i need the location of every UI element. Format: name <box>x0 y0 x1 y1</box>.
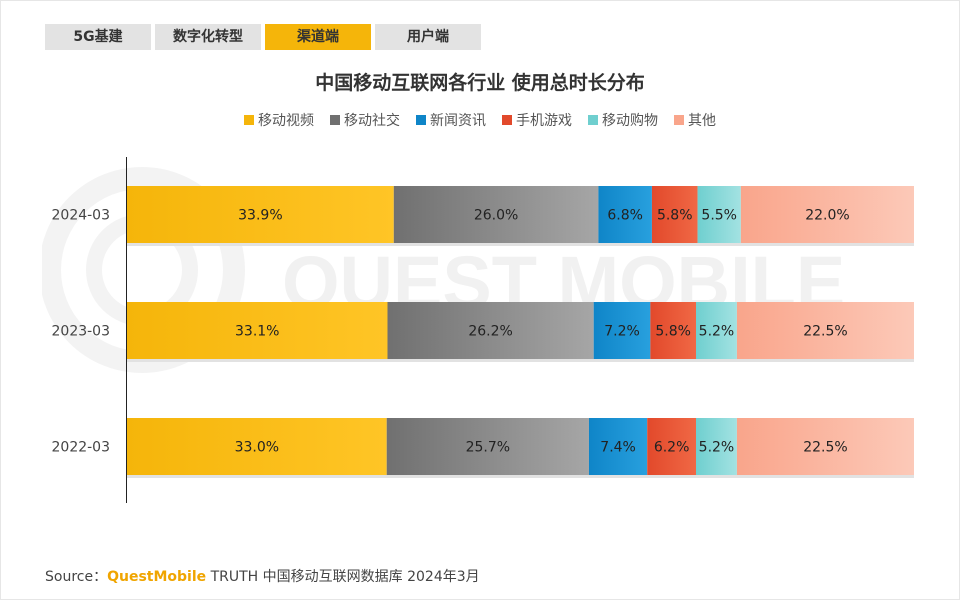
bar-data-label: 33.0% <box>235 440 279 456</box>
bar-data-label: 26.0% <box>474 208 518 224</box>
bar-data-label: 6.2% <box>654 440 690 456</box>
source-brand: QuestMobile <box>107 569 207 585</box>
bars-group: 2024-03 33.9% 26.0% 6.8% 5.8% 5.5% 22.0% 2023-0… <box>52 186 914 478</box>
source-prefix: Source： <box>45 569 108 585</box>
bar-data-label: 5.2% <box>699 324 735 340</box>
legend-item: 移动购物 <box>588 110 658 130</box>
bar-segment <box>697 186 741 243</box>
legend-swatch <box>330 115 340 125</box>
category-label: 2024-03 <box>52 208 111 224</box>
bar-data-label: 33.9% <box>238 208 282 224</box>
bar-data-label: 25.7% <box>466 440 510 456</box>
legend-item: 新闻资讯 <box>416 110 486 130</box>
bar-segment <box>740 186 914 243</box>
category-label: 2023-03 <box>52 324 111 340</box>
bar-shadow <box>127 359 914 362</box>
bar-segment <box>588 418 648 475</box>
source-note: Source：QuestMobile TRUTH 中国移动互联网数据库 2024… <box>45 566 480 586</box>
bar-segment <box>127 302 388 359</box>
legend-item: 移动视频 <box>244 110 314 130</box>
legend-item: 其他 <box>674 110 716 130</box>
bar-data-label: 33.1% <box>235 324 279 340</box>
legend-label: 新闻资讯 <box>430 113 486 129</box>
tab-bar: 5G基建 数字化转型 渠道端 用户端 <box>45 24 481 50</box>
category-label: 2022-03 <box>52 440 111 456</box>
legend-item: 移动社交 <box>330 110 400 130</box>
bar-shadow <box>127 243 914 246</box>
legend-label: 其他 <box>688 113 716 129</box>
bar-segment <box>736 418 914 475</box>
bar-data-label: 7.4% <box>600 440 636 456</box>
legend-label: 移动视频 <box>258 113 314 129</box>
bar-data-label: 5.8% <box>655 324 691 340</box>
bar-data-label: 5.2% <box>699 440 735 456</box>
bar-data-label: 22.5% <box>803 440 847 456</box>
tab-channel[interactable]: 渠道端 <box>265 24 371 50</box>
bar-data-label: 26.2% <box>468 324 512 340</box>
bar-segment <box>650 302 697 359</box>
source-rest: TRUTH 中国移动互联网数据库 2024年3月 <box>206 569 480 585</box>
chart-legend: 移动视频 移动社交 新闻资讯 手机游戏 移动购物 其他 <box>0 110 960 130</box>
bar-segment <box>593 302 651 359</box>
legend-label: 移动购物 <box>602 113 658 129</box>
tab-user[interactable]: 用户端 <box>375 24 481 50</box>
bar-segment <box>736 302 914 359</box>
legend-swatch <box>588 115 598 125</box>
chart-title: 中国移动互联网各行业 使用总时长分布 <box>315 72 645 94</box>
bar-data-label: 5.8% <box>657 208 693 224</box>
bar-data-label: 22.0% <box>805 208 849 224</box>
bar-segment <box>598 186 652 243</box>
legend-swatch <box>502 115 512 125</box>
bar-data-label: 22.5% <box>803 324 847 340</box>
tab-digital-transformation[interactable]: 数字化转型 <box>155 24 261 50</box>
bar-segment <box>387 302 594 359</box>
bar-segment <box>127 418 387 475</box>
legend-swatch <box>416 115 426 125</box>
legend-label: 移动社交 <box>344 113 400 129</box>
bar-shadow <box>127 475 914 478</box>
bar-segment <box>696 418 737 475</box>
bar-segment <box>127 186 394 243</box>
bar-data-label: 5.5% <box>701 208 737 224</box>
legend-item: 手机游戏 <box>502 110 572 130</box>
tab-5g[interactable]: 5G基建 <box>45 24 151 50</box>
bar-segment <box>696 302 737 359</box>
legend-swatch <box>674 115 684 125</box>
legend-swatch <box>244 115 254 125</box>
bar-data-label: 6.8% <box>607 208 643 224</box>
legend-label: 手机游戏 <box>516 113 572 129</box>
bar-data-label: 7.2% <box>604 324 640 340</box>
bar-segment <box>647 418 697 475</box>
bar-segment <box>393 186 599 243</box>
bar-segment <box>651 186 698 243</box>
bar-segment <box>386 418 589 475</box>
